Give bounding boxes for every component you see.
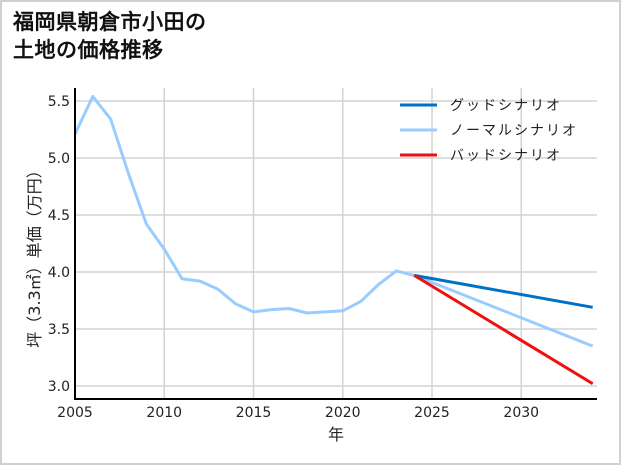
y-tick-label: 3.0 [48,379,70,395]
chart-title: 福岡県朝倉市小田の 土地の価格推移 [13,8,207,64]
x-tick-label: 2030 [503,405,539,421]
series-line [73,94,594,348]
x-tick-label: 2005 [57,405,93,421]
x-tick-labels: 2005 2010 2015 2020 2025 2030 [57,405,539,421]
y-tick-label: 5.5 [48,94,70,110]
y-tick-label: 4.0 [48,265,70,281]
y-tick-label: 5.0 [48,151,70,167]
y-tick-labels: 3.0 3.5 4.0 4.5 5.0 5.5 [48,94,70,395]
series-line [413,274,594,385]
x-tick-label: 2025 [414,405,450,421]
grid-lines [75,88,597,399]
chart-title-line1: 福岡県朝倉市小田の [13,10,207,34]
axes-spines [74,88,597,400]
x-tick-label: 2010 [146,405,182,421]
x-tick-label: 2020 [325,405,361,421]
chart-title-line2: 土地の価格推移 [13,38,164,62]
y-tick-label: 3.5 [48,322,70,338]
y-axis-label: 坪（3.3㎡）単価（万円） [25,162,44,347]
y-tick-label: 4.5 [48,208,70,224]
legend-label: グッドシナリオ [450,98,562,114]
x-axis-label: 年 [328,425,344,444]
data-lines [73,94,594,385]
x-tick-label: 2015 [236,405,272,421]
series-line [413,273,593,309]
legend-label: バッドシナリオ [450,148,562,164]
legend-label: ノーマルシナリオ [450,123,578,139]
